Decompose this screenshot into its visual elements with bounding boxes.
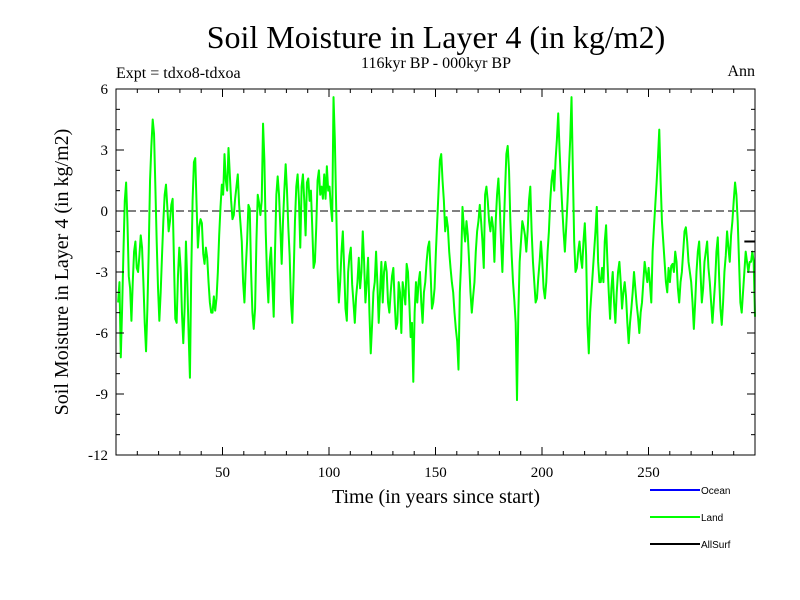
legend-label-ocean: Ocean — [701, 486, 730, 497]
x-tick-label: 150 — [424, 465, 447, 481]
chart-subtitle: 116kyr BP - 000kyr BP — [361, 55, 511, 72]
y-axis-label: Soil Moisture in Layer 4 (in kg/m2) — [51, 129, 73, 416]
x-tick-label: 50 — [215, 465, 230, 481]
y-tick-label: 6 — [101, 82, 109, 98]
y-tick-label: 3 — [101, 143, 109, 159]
season-label: Ann — [727, 63, 755, 80]
experiment-label: Expt = tdxo8-tdxoa — [116, 65, 241, 82]
x-tick-label: 100 — [318, 465, 341, 481]
legend-label-allsurf: AllSurf — [701, 540, 731, 551]
y-tick-label: -12 — [88, 448, 108, 464]
x-tick-label: 200 — [531, 465, 554, 481]
plot-area: 50 100 150 200 250 6 3 0 -3 -6 -9 -12 — [88, 82, 756, 481]
y-tick-label: -9 — [96, 387, 109, 403]
x-tick-label: 250 — [637, 465, 660, 481]
legend-label-land: Land — [701, 513, 723, 524]
y-tick-label: -3 — [96, 265, 109, 281]
y-tick-label: -6 — [96, 326, 109, 342]
chart-title: Soil Moisture in Layer 4 (in kg/m2) — [207, 19, 666, 55]
legend: Ocean Land AllSurf — [650, 486, 731, 551]
y-tick-label: 0 — [101, 204, 109, 220]
x-axis-label: Time (in years since start) — [332, 486, 540, 508]
series-line-land — [117, 96, 756, 402]
